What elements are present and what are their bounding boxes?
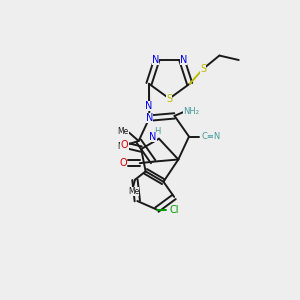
Text: S: S — [166, 94, 172, 103]
Text: Me: Me — [118, 142, 129, 152]
Text: Me: Me — [128, 187, 139, 196]
Text: NH₂: NH₂ — [183, 107, 199, 116]
Text: C≡N: C≡N — [202, 132, 221, 141]
Text: N: N — [145, 101, 153, 111]
Text: H: H — [154, 127, 161, 136]
Text: N: N — [152, 55, 159, 65]
Text: N: N — [146, 113, 153, 123]
Text: Cl: Cl — [169, 205, 179, 214]
Text: Me: Me — [118, 127, 129, 136]
Text: S: S — [200, 64, 206, 74]
Text: O: O — [120, 158, 127, 168]
Text: N: N — [180, 55, 187, 65]
Text: N: N — [149, 132, 157, 142]
Text: O: O — [120, 140, 128, 150]
